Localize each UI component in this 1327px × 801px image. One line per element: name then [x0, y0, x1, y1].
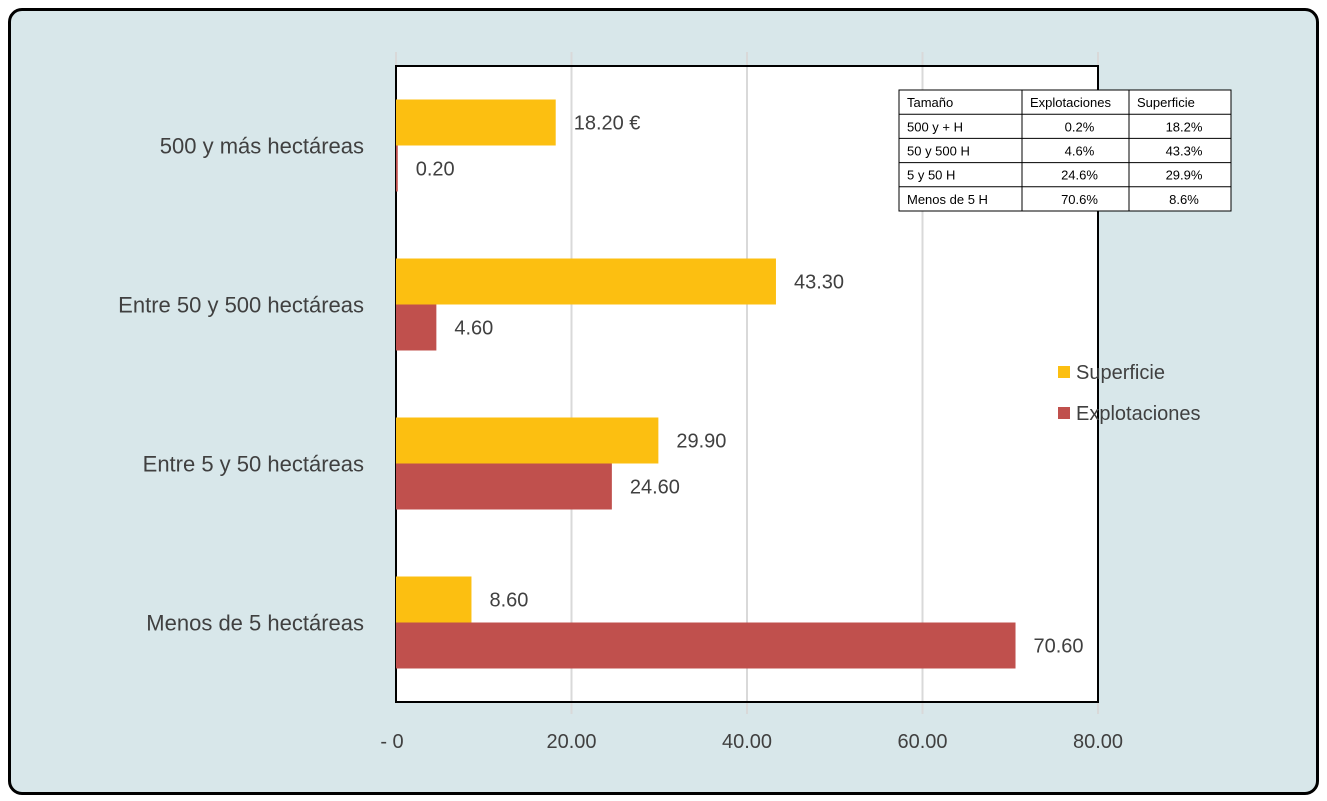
table-cell: 24.6%: [1061, 168, 1098, 183]
x-tick-label: 20.00: [546, 731, 596, 753]
table-cell: Menos de 5 H: [907, 192, 988, 207]
table-cell: 18.2%: [1166, 119, 1203, 134]
table-cell: 5 y 50 H: [907, 168, 955, 183]
x-tick-label: 40.00: [722, 731, 772, 753]
data-label: 43.30: [794, 272, 844, 294]
data-label: 4.60: [454, 318, 493, 340]
table-cell: 4.6%: [1065, 144, 1095, 159]
bar-explotaciones: [396, 145, 398, 192]
data-table: [898, 89, 1232, 212]
table-cell: 70.6%: [1061, 192, 1098, 207]
bar-explotaciones: [396, 622, 1016, 669]
category-label: Menos de 5 hectáreas: [146, 611, 364, 636]
plot-border: [395, 65, 1099, 703]
data-label: 70.60: [1034, 636, 1084, 658]
bar-explotaciones: [396, 304, 437, 351]
table-cell: 29.9%: [1166, 168, 1203, 183]
bar-superficie: [396, 99, 556, 146]
bar-chart: - 0 20.00 40.00 60.00 80.00 500 y más hectáre…: [118, 52, 1232, 753]
category-label: Entre 50 y 500 hectáreas: [118, 293, 364, 318]
legend-swatch-superficie: [1058, 366, 1070, 378]
category-label: Entre 5 y 50 hectáreas: [143, 452, 364, 477]
table-cell: 50 y 500 H: [907, 144, 970, 159]
bar-superficie: [396, 417, 659, 464]
data-label: 18.20 €: [574, 113, 641, 135]
data-label: 24.60: [630, 477, 680, 499]
chart-frame: - 0 20.00 40.00 60.00 80.00 500 y más hectáre…: [8, 8, 1319, 795]
table-cell: 43.3%: [1166, 144, 1203, 159]
table-cell: 0.2%: [1065, 119, 1095, 134]
x-tick-label: 60.00: [897, 731, 947, 753]
legend-swatch-explotaciones: [1058, 407, 1070, 419]
table-header-cell: Tamaño: [907, 95, 953, 110]
table-header-cell: Explotaciones: [1030, 95, 1111, 110]
bar-explotaciones: [396, 463, 612, 510]
table-cell: 8.6%: [1169, 192, 1199, 207]
data-label: 8.60: [489, 590, 528, 612]
x-tick-label: 80.00: [1073, 731, 1123, 753]
category-label: 500 y más hectáreas: [160, 134, 364, 159]
bar-superficie: [396, 576, 472, 623]
table-cell: 500 y + H: [907, 119, 963, 134]
legend-label: Explotaciones: [1076, 403, 1201, 425]
legend-label: Superficie: [1076, 362, 1165, 384]
data-label: 29.90: [676, 431, 726, 453]
table-header-cell: Superficie: [1137, 95, 1195, 110]
x-tick-label: - 0: [380, 731, 403, 753]
data-label: 0.20: [416, 159, 455, 181]
bar-superficie: [396, 258, 776, 305]
